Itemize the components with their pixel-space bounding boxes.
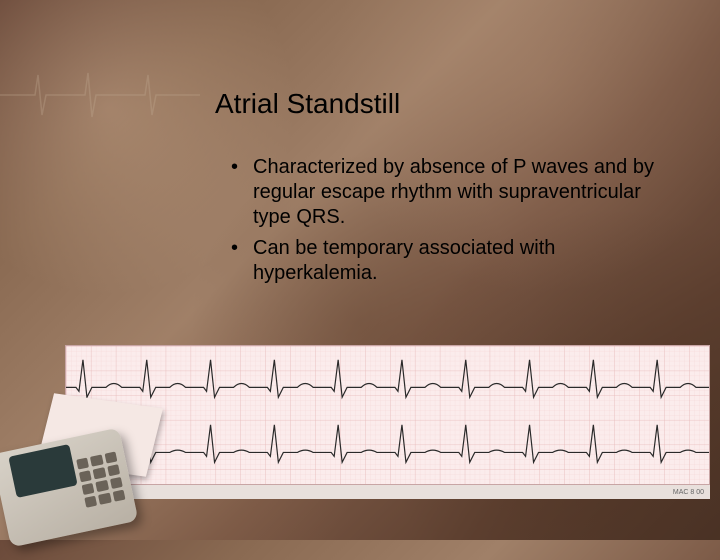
ecg-device-illustration (0, 400, 170, 560)
decorative-ecg-trace (0, 65, 200, 125)
bullet-item: Can be temporary associated with hyperka… (225, 236, 675, 286)
bullet-item: Characterized by absence of P waves and … (225, 155, 675, 230)
ecg-footer-right: MAC 8 00 (673, 489, 704, 496)
slide-title: Atrial Standstill (215, 88, 400, 120)
bullet-list: Characterized by absence of P waves and … (225, 155, 675, 292)
